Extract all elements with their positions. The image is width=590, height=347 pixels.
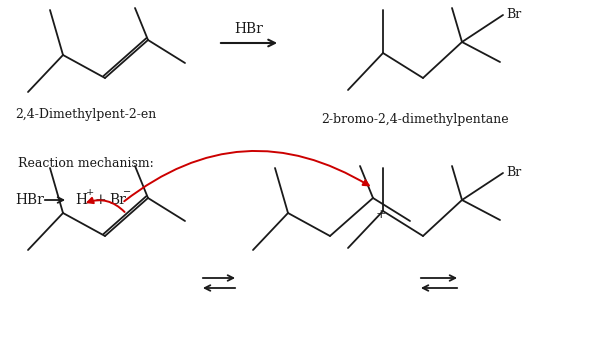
Text: Br: Br [506, 8, 521, 20]
Text: +: + [376, 208, 386, 221]
FancyArrowPatch shape [88, 198, 124, 212]
Text: 2,4-Dimethylpent-2-en: 2,4-Dimethylpent-2-en [15, 108, 156, 121]
Text: HBr: HBr [235, 22, 264, 36]
Text: +: + [86, 187, 94, 196]
Text: 2-bromo-2,4-dimethylpentane: 2-bromo-2,4-dimethylpentane [321, 113, 509, 126]
FancyArrowPatch shape [124, 151, 369, 201]
Text: HBr: HBr [15, 193, 44, 207]
Text: −: − [123, 187, 131, 196]
Text: +: + [95, 193, 107, 207]
Text: Br: Br [506, 166, 521, 178]
Text: Reaction mechanism:: Reaction mechanism: [18, 157, 154, 170]
Text: H: H [75, 193, 87, 207]
Text: Br: Br [109, 193, 126, 207]
